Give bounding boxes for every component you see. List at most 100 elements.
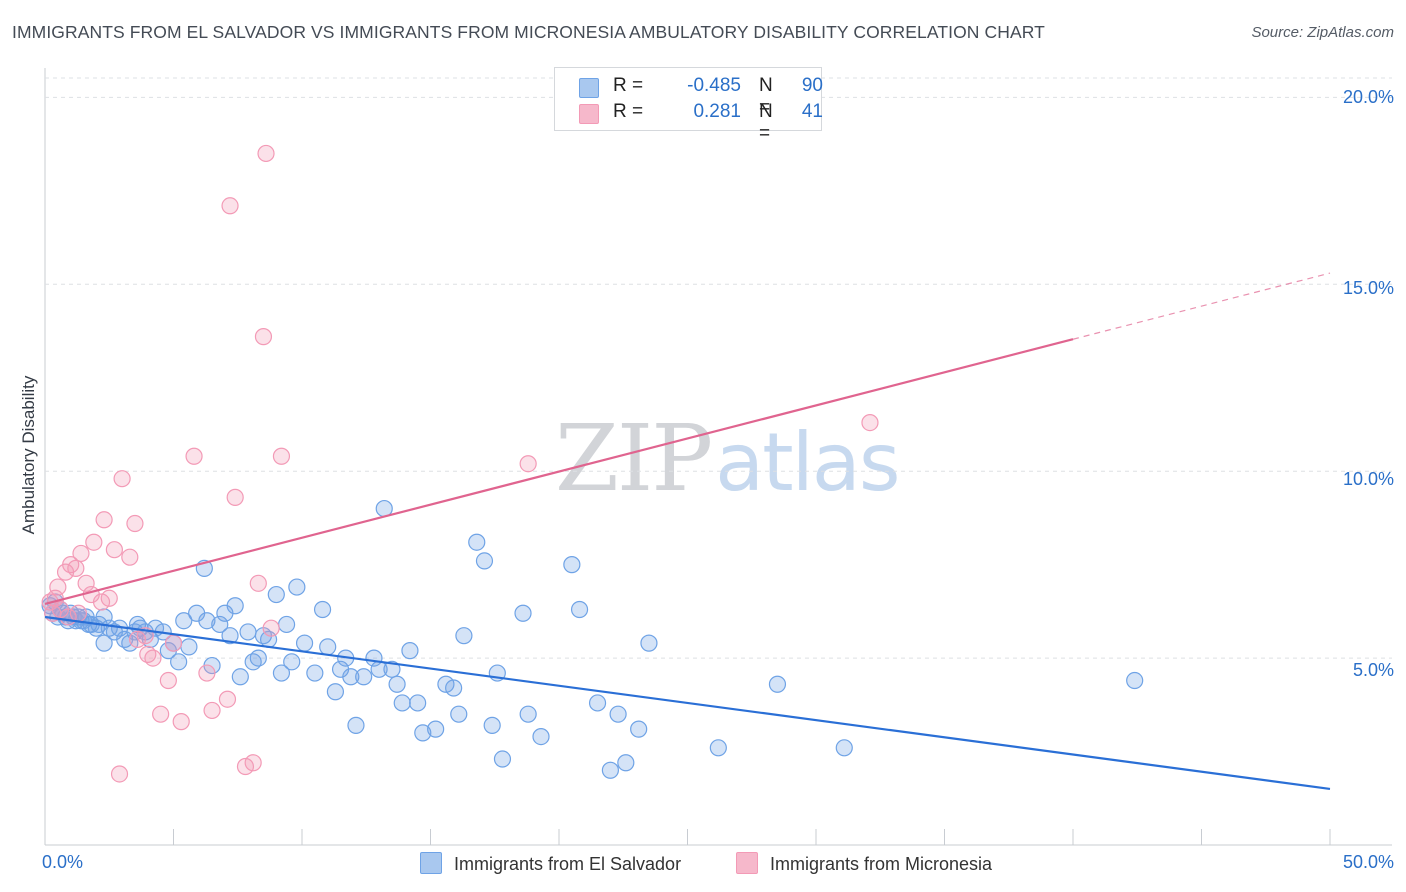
el-salvador-point-86	[514, 604, 532, 622]
el-salvador-point-42	[211, 615, 229, 634]
el-salvador-point-91	[588, 694, 607, 712]
el-salvador-point-80	[455, 627, 473, 645]
el-salvador-point-95	[630, 720, 648, 738]
legend-r-value-el-salvador: -0.485	[687, 75, 741, 96]
micronesia-point-41	[262, 619, 280, 637]
legend-r-value-micronesia: 0.281	[693, 101, 741, 122]
series-legend-el-salvador: Immigrants from El Salvador	[420, 852, 681, 875]
el-salvador-point-40	[198, 612, 216, 630]
el-salvador-point-81	[468, 533, 486, 551]
el-salvador-point-72	[393, 694, 411, 712]
legend-r-label: R =	[613, 75, 644, 96]
el-salvador-point-92	[601, 761, 620, 779]
el-salvador-point-88	[532, 727, 550, 746]
el-salvador-point-93	[609, 705, 627, 723]
el-salvador-point-57	[295, 634, 314, 652]
y-tick-label-10: 10.0%	[1342, 469, 1394, 489]
y-tick-label-5: 5.0%	[1352, 660, 1394, 680]
micronesia-point-10	[72, 544, 90, 563]
el-salvador-point-54	[277, 615, 296, 634]
micronesia-point-37	[244, 754, 262, 772]
correlation-legend: R = -0.485 N = 90 R = 0.281 N = 41	[554, 67, 823, 144]
el-salvador-point-100	[1126, 671, 1144, 690]
el-salvador-point-75	[414, 724, 432, 742]
legend-n-value-micronesia: 41	[801, 101, 823, 122]
micronesia-trend-line-extension	[1072, 272, 1331, 340]
el-salvador-point-37	[180, 638, 198, 656]
micronesia-point-38	[249, 574, 267, 592]
micronesia-point-44	[861, 413, 879, 432]
micronesia-point-33	[218, 690, 237, 708]
el-salvador-point-98	[768, 675, 787, 693]
el-salvador-point-74	[409, 694, 427, 712]
el-salvador-point-53	[272, 664, 291, 682]
watermark: ZIPatlas	[555, 405, 901, 512]
el-salvador-point-90	[570, 600, 589, 619]
source-label: Source: ZipAtlas.com	[1251, 24, 1394, 41]
el-salvador-point-36	[175, 612, 193, 630]
legend-n-label: N =	[759, 75, 773, 118]
legend-r-label: R =	[613, 101, 644, 122]
x-tick-label-min: 0.0%	[42, 852, 84, 872]
micronesia-point-34	[221, 197, 239, 215]
watermark-zip: ZIP	[555, 405, 713, 512]
series-legend-swatch-el-salvador	[420, 852, 442, 874]
micronesia-point-43	[519, 455, 537, 473]
el-salvador-point-52	[267, 585, 285, 604]
micronesia-point-15	[95, 511, 113, 529]
micronesia-point-11	[77, 574, 95, 592]
micronesia-point-28	[164, 634, 183, 652]
el-salvador-point-64	[342, 668, 360, 686]
el-salvador-point-60	[319, 638, 337, 656]
el-salvador-point-76	[427, 720, 445, 738]
micronesia-point-13	[85, 533, 103, 551]
el-salvador-point-20	[95, 634, 113, 652]
el-salvador-point-59	[313, 600, 332, 619]
series-legend-label-el-salvador: Immigrants from El Salvador	[454, 854, 682, 874]
el-salvador-trend-line	[44, 615, 1331, 791]
el-salvador-point-45	[226, 597, 244, 615]
el-salvador-point-87	[519, 705, 537, 723]
micronesia-point-40	[257, 144, 275, 163]
legend-swatch-el-salvador	[579, 78, 599, 98]
x-tick-label-max: 50.0%	[1342, 852, 1394, 872]
el-salvador-point-89	[563, 556, 581, 574]
el-salvador-point-58	[306, 664, 324, 682]
micronesia-point-9	[69, 604, 88, 622]
el-salvador-point-70	[383, 660, 401, 678]
micronesia-point-27	[159, 671, 177, 690]
y-tick-label-15: 15.0%	[1342, 278, 1394, 298]
micronesia-point-3	[49, 578, 67, 596]
el-salvador-point-55	[283, 653, 301, 671]
series-legend-label-micronesia: Immigrants from Micronesia	[770, 854, 993, 874]
el-salvador-point-35	[170, 653, 188, 671]
legend-swatch-micronesia	[579, 104, 599, 124]
micronesia-point-42	[272, 447, 291, 465]
el-salvador-point-83	[483, 716, 501, 734]
micronesia-point-31	[198, 664, 216, 682]
micronesia-point-39	[254, 328, 273, 346]
micronesia-point-25	[144, 649, 162, 667]
el-salvador-point-78	[445, 679, 463, 697]
el-salvador-point-82	[475, 552, 494, 570]
micronesia-point-17	[105, 541, 123, 559]
micronesia-trend-line	[44, 338, 1074, 605]
micronesia-point-20	[121, 548, 139, 566]
chart-title: IMMIGRANTS FROM EL SALVADOR VS IMMIGRANT…	[12, 22, 1045, 42]
micronesia-point-8	[67, 559, 85, 577]
micronesia-point-32	[203, 701, 221, 720]
legend-n-label: N =	[759, 101, 773, 144]
series-legend-micronesia: Immigrants from Micronesia	[736, 852, 992, 875]
micronesia-point-19	[113, 470, 131, 488]
el-salvador-point-56	[288, 578, 306, 596]
el-salvador-point-46	[231, 668, 249, 686]
el-salvador-point-49	[249, 649, 267, 667]
el-salvador-point-99	[835, 739, 853, 757]
el-salvador-point-47	[239, 623, 257, 641]
el-salvador-point-79	[450, 705, 468, 723]
el-salvador-point-96	[640, 634, 658, 652]
legend-n-value-el-salvador: 90	[801, 75, 823, 96]
el-salvador-point-65	[347, 716, 365, 734]
micronesia-point-30	[185, 447, 203, 465]
y-tick-label-20: 20.0%	[1342, 87, 1394, 107]
